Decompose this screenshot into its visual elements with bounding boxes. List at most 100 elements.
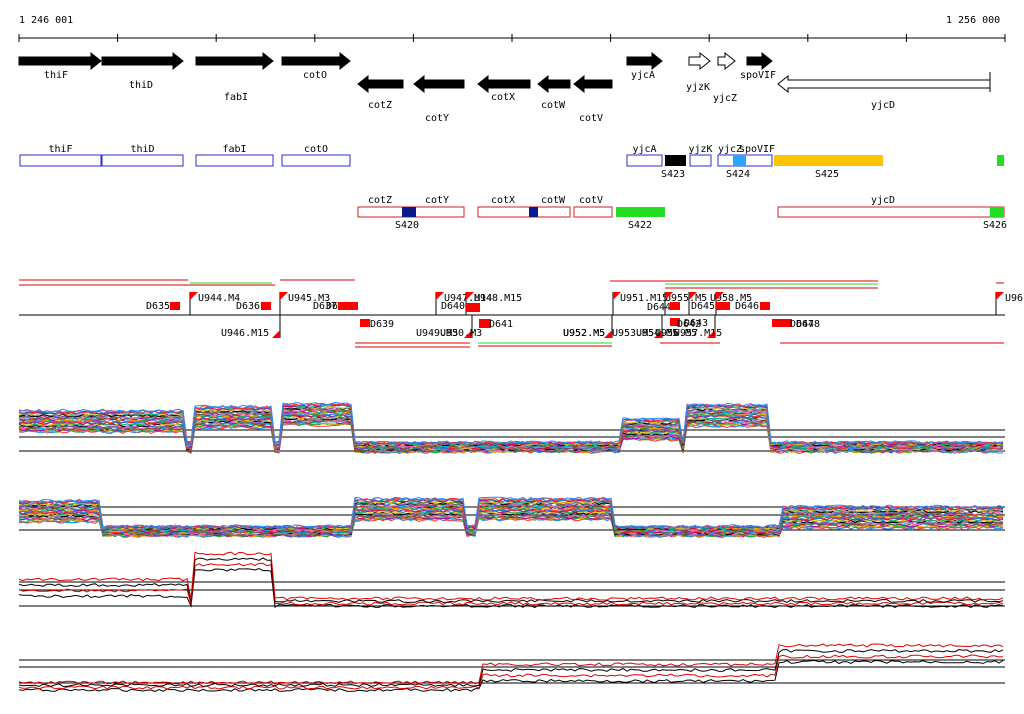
expression-trace: [18, 402, 1004, 445]
segment-block: [616, 207, 665, 217]
feature-block: [466, 303, 480, 312]
feature-flag: [665, 292, 673, 300]
gene-cotY: cotY: [413, 74, 465, 124]
feature-flag: [613, 292, 621, 300]
feature-label: U953.M5: [612, 328, 654, 339]
feature-flag: [464, 330, 472, 338]
segment-label: S422: [628, 220, 652, 231]
gene-arrow: [688, 51, 711, 71]
segment-label: S426: [983, 220, 1007, 231]
forward-transcript-box: [195, 154, 274, 167]
feature-label: U951.M15: [620, 293, 668, 304]
summary-trace: [18, 643, 1004, 685]
expression-panel-reverse: [18, 496, 1005, 539]
gene-arrow: [717, 51, 736, 71]
gene-spoVIF: spoVIF: [740, 51, 776, 81]
summary-trace: [18, 567, 1004, 609]
forward-transcript-label: cotO: [304, 144, 328, 155]
gene-label: yjcA: [631, 70, 655, 81]
feature-label: D641: [489, 319, 513, 330]
ruler-end-label: 1 256 000: [946, 15, 1000, 26]
gene-label: cotY: [425, 113, 449, 124]
summary-trace: [18, 659, 1004, 692]
gene-yjcA: yjcA: [626, 51, 663, 81]
feature-block: [670, 318, 680, 326]
feature-block: [479, 319, 491, 328]
feature-block: [170, 302, 180, 310]
gene-label: yjcZ: [713, 93, 737, 104]
expression-panel-forward-summary: [18, 551, 1005, 609]
feature-label: D645: [691, 301, 715, 312]
feature-label: U948.M15: [474, 293, 522, 304]
feature-label: U957.M15: [674, 328, 722, 339]
gene-label: cotX: [491, 92, 515, 103]
expression-trace: [18, 497, 1004, 530]
feature-label: U947.M14: [444, 293, 492, 304]
feature-flag: [466, 292, 474, 300]
feature-label: D640: [441, 301, 465, 312]
gene-yjcD: yjcD: [777, 72, 991, 111]
expression-trace: [18, 496, 1004, 529]
segment-label: S423: [661, 169, 685, 180]
gene-arrow: [573, 74, 613, 94]
gene-cotW: cotW: [537, 74, 571, 111]
reverse-transcript-label: cotY: [425, 195, 449, 206]
expression-panel-reverse-summary: [18, 643, 1005, 692]
feature-label: D637: [313, 301, 337, 312]
gene-arrow: [195, 51, 274, 71]
feature-flag: [654, 330, 662, 338]
reverse-transcript-label: yjcD: [871, 195, 895, 206]
feature-label: D639: [370, 319, 394, 330]
segment-block: [665, 155, 686, 166]
feature-flag: [996, 292, 1004, 300]
expression-trace: [18, 504, 1004, 532]
feature-label: D647: [790, 319, 814, 330]
ruler-ticks: [18, 34, 1006, 42]
feature-label: D642: [677, 319, 701, 330]
gene-arrow: [746, 51, 773, 71]
summary-trace: [18, 648, 1004, 688]
gene-arrow: [357, 74, 404, 94]
gene-label: yjzK: [686, 82, 710, 93]
gene-cotZ: cotZ: [357, 74, 404, 111]
summary-trace: [18, 551, 1004, 601]
feature-label: U955.M5: [665, 293, 707, 304]
forward-transcript-box: [101, 154, 184, 167]
summary-trace: [18, 654, 1004, 690]
forward-transcript-label: thiD: [130, 144, 154, 155]
feature-label: U958.M5: [710, 293, 752, 304]
feature-label: U952.M5: [563, 328, 605, 339]
feature-flag: [190, 292, 198, 300]
feature-flag: [436, 292, 444, 300]
gene-thiF: thiF: [18, 51, 102, 81]
summary-trace: [18, 562, 1004, 606]
gene-fabI: fabI: [195, 51, 274, 103]
reverse-transcript-box: [573, 206, 613, 218]
forward-transcript-label: fabI: [222, 144, 246, 155]
reverse-transcript-box: [477, 206, 571, 218]
gene-label: fabI: [224, 92, 248, 103]
forward-transcript-label: spoVIF: [739, 144, 775, 155]
segment-block: [529, 207, 538, 217]
segment-label: S425: [815, 169, 839, 180]
forward-transcript-box: [626, 154, 663, 167]
feature-label: D636: [236, 301, 260, 312]
feature-label: U949.M3: [416, 328, 458, 339]
reverse-transcript-label: cotZ: [368, 195, 392, 206]
gene-arrow: [413, 74, 465, 94]
gene-arrow: [626, 51, 663, 71]
feature-block: [772, 319, 792, 327]
feature-label: U954.M5: [636, 328, 678, 339]
gene-yjzK: yjzK: [686, 51, 711, 93]
segment-block: [733, 155, 746, 166]
segment-block: [997, 155, 1004, 166]
feature-label: U950.M3: [440, 328, 482, 339]
feature-flag: [716, 292, 724, 300]
feature-flag: [272, 330, 280, 338]
gene-label: cotW: [541, 100, 566, 111]
feature-block: [670, 302, 680, 310]
feature-block: [716, 302, 730, 310]
gene-arrow: [281, 51, 351, 71]
gene-label: thiD: [129, 80, 153, 91]
segment-block: [990, 207, 1004, 217]
